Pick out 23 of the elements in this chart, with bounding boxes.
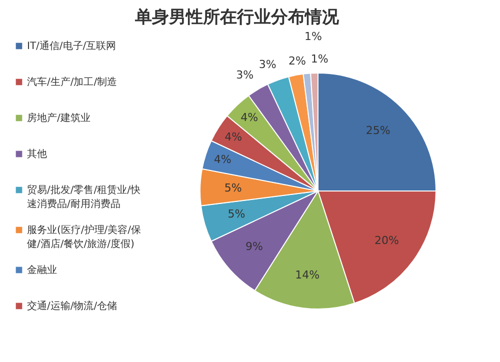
legend-label: 交通/运输/物流/仓储 <box>27 300 118 312</box>
data-label: 2% <box>288 54 306 68</box>
data-label: 5% <box>228 208 246 221</box>
data-label: 1% <box>310 52 328 66</box>
data-label: 14% <box>295 268 320 282</box>
data-label: 4% <box>240 110 258 124</box>
data-label: 4% <box>224 130 242 144</box>
chart-title: 单身男性所在行业分布情况 <box>134 8 340 28</box>
data-label: 1% <box>304 30 322 44</box>
legend-label: 汽车/生产/加工/制造 <box>27 76 118 88</box>
data-label: 3% <box>258 58 276 71</box>
data-label: 20% <box>374 234 399 247</box>
legend-label: 其他 <box>27 148 47 160</box>
legend-label: 服务业(医疗/护理/美容/保健/酒店/餐饮/旅游/度假) <box>27 224 142 250</box>
legend-label: 房地产/建筑业 <box>27 112 90 124</box>
data-label: 9% <box>246 240 263 254</box>
legend-label: 金融业 <box>27 264 57 276</box>
data-label: 5% <box>224 181 242 194</box>
data-label: 4% <box>214 153 232 166</box>
legend-label: IT/通信/电子/互联网 <box>27 40 116 52</box>
data-label: 25% <box>366 124 390 137</box>
legend-label: 贸易/批发/零售/租赁业/快速消费品/耐用消费品 <box>27 184 140 210</box>
data-label: 3% <box>236 68 254 82</box>
